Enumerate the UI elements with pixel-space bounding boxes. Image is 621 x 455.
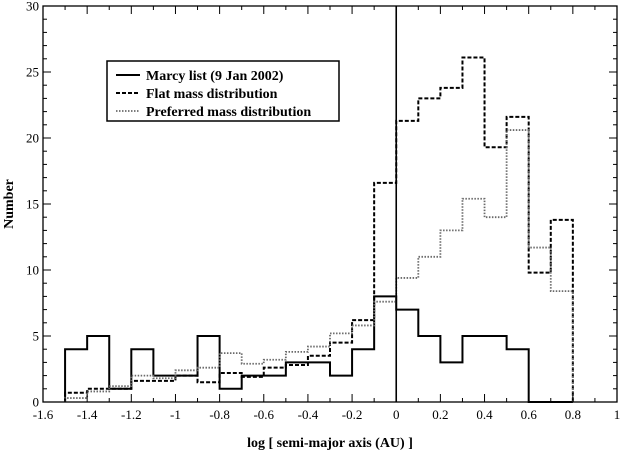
y-tick-label: 30 [26, 0, 39, 14]
x-tick-label: -1.4 [77, 407, 98, 422]
x-tick-label: 0.2 [432, 407, 448, 422]
x-tick-label: 0 [393, 407, 400, 422]
y-tick-label: 0 [33, 395, 40, 410]
legend-box [106, 60, 340, 122]
y-tick-label: 10 [26, 263, 39, 278]
x-tick-label: 0.4 [476, 407, 493, 422]
y-tick-label: 25 [26, 65, 39, 80]
x-tick-label: -0.8 [209, 407, 230, 422]
series-line-3 [64, 129, 574, 402]
legend-label-3: Preferred mass distribution [146, 105, 311, 120]
axes [42, 5, 618, 403]
x-tick-label: -0.4 [298, 407, 319, 422]
y-axis-label: Number [2, 179, 17, 229]
y-tick-label: 5 [33, 329, 40, 344]
x-tick-label: -0.2 [342, 407, 363, 422]
x-axis-label: log [ semi-major axis (AU) ] [247, 436, 413, 451]
x-tick-label: -1.6 [33, 407, 54, 422]
x-tick-label: -0.6 [253, 407, 274, 422]
legend: Marcy list (9 Jan 2002) Flat mass distrib… [106, 60, 340, 122]
x-tick-label: -1 [170, 407, 181, 422]
tick-labels: -1.6 -1.4 -1.2 -1 -0.8 -0.6 -0.4 -0.2 0 0.2 0.4 0.6… [26, 0, 620, 422]
series-line-1 [64, 295, 573, 403]
x-tick-label: 0.8 [565, 407, 581, 422]
plot-area [64, 56, 574, 403]
x-tick-label: 1 [614, 407, 621, 422]
y-tick-label: 20 [26, 131, 39, 146]
series-line-2 [64, 56, 574, 402]
legend-label-2: Flat mass distribution [146, 87, 278, 102]
x-tick-label: -1.2 [121, 407, 142, 422]
legend-label-1: Marcy list (9 Jan 2002) [146, 69, 284, 84]
y-tick-label: 15 [26, 197, 39, 212]
x-tick-label: 0.6 [521, 407, 538, 422]
